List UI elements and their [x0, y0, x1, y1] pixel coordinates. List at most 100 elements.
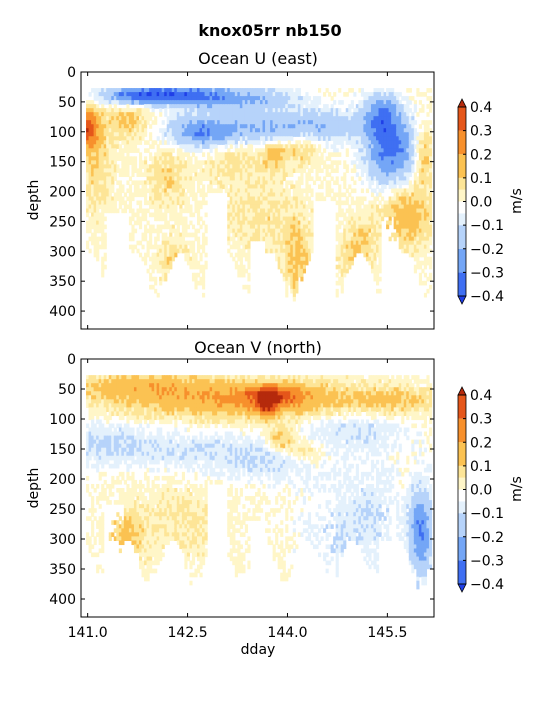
heatmap-cell [401, 132, 405, 137]
heatmap-cell [108, 128, 112, 133]
heatmap-cell [302, 236, 307, 242]
heatmap-cell [88, 375, 92, 380]
heatmap-cell [239, 216, 243, 222]
heatmap-cell [217, 156, 221, 161]
heatmap-cell [108, 120, 112, 125]
heatmap-cell [164, 180, 168, 186]
heatmap-cell [247, 272, 251, 278]
heatmap-cell [426, 188, 430, 194]
heatmap-cell [91, 160, 95, 165]
heatmap-cell [383, 200, 387, 206]
heatmap-cell [91, 124, 95, 129]
colorbar-tick-label: −0.2 [470, 242, 504, 258]
heatmap-cell [154, 276, 158, 282]
heatmap-cell [121, 124, 125, 129]
heatmap-cell [323, 112, 327, 117]
heatmap-cell [96, 415, 100, 421]
heatmap-cell [267, 232, 271, 238]
heatmap-cell [209, 168, 213, 173]
heatmap-cell [315, 104, 319, 109]
heatmap-cell [421, 200, 425, 206]
heatmap-cell [333, 148, 337, 153]
heatmap-cell [239, 252, 243, 258]
heatmap-cell [421, 204, 425, 210]
heatmap-cell [408, 204, 412, 210]
heatmap-cell [401, 216, 405, 222]
heatmap-cell [219, 136, 223, 141]
heatmap-cell [131, 112, 135, 117]
heatmap-cell [376, 108, 380, 113]
heatmap-cell [239, 88, 243, 93]
heatmap-cell [378, 136, 382, 141]
heatmap-cell [426, 104, 430, 109]
heatmap-cell [214, 96, 218, 101]
heatmap-cell [416, 196, 420, 202]
heatmap-cell [229, 212, 233, 218]
heatmap-cell [199, 96, 203, 101]
heatmap-cell [335, 180, 339, 186]
heatmap-cell [403, 104, 407, 109]
heatmap-cell [403, 204, 407, 210]
heatmap-cell [91, 379, 95, 384]
heatmap-cell [227, 192, 231, 198]
heatmap-cell [365, 128, 370, 133]
heatmap-cell [136, 240, 140, 246]
heatmap-cell [300, 228, 304, 234]
heatmap-cell [406, 148, 410, 153]
heatmap-cell [282, 120, 286, 125]
heatmap-cell [265, 100, 269, 105]
heatmap-cell [207, 152, 211, 157]
heatmap-cell [234, 172, 238, 178]
heatmap-cell [275, 252, 279, 258]
heatmap-cell [406, 208, 410, 214]
heatmap-cell [383, 104, 387, 109]
heatmap-cell [234, 180, 238, 186]
heatmap-cell [398, 116, 402, 121]
heatmap-cell [96, 447, 100, 453]
heatmap-cell [403, 108, 407, 113]
heatmap-cell [285, 208, 289, 214]
heatmap-cell [398, 180, 402, 186]
heatmap-cell [244, 240, 249, 246]
heatmap-cell [219, 140, 223, 145]
heatmap-cell [345, 236, 349, 242]
heatmap-cell [315, 112, 319, 117]
heatmap-cell [113, 160, 117, 165]
heatmap-cell [272, 124, 276, 129]
heatmap-cell [335, 216, 339, 222]
heatmap-cell [338, 208, 342, 214]
heatmap-cell [101, 212, 105, 218]
heatmap-cell [282, 92, 286, 97]
heatmap-cell [252, 192, 256, 198]
heatmap-cell [353, 120, 357, 125]
heatmap-cell [93, 172, 97, 178]
heatmap-cell [151, 88, 155, 93]
heatmap-cell [196, 124, 201, 129]
heatmap-cell [237, 192, 241, 198]
heatmap-cell [297, 144, 301, 149]
heatmap-cell [421, 216, 425, 222]
heatmap-cell [393, 128, 397, 133]
heatmap-cell [86, 375, 90, 380]
heatmap-cell [297, 116, 301, 121]
heatmap-cell [86, 164, 90, 169]
heatmap-cell [292, 184, 296, 190]
heatmap-cell [108, 92, 112, 97]
heatmap-cell [272, 88, 276, 93]
heatmap-cell [96, 112, 100, 117]
heatmap-cell [86, 140, 90, 145]
heatmap-cell [93, 116, 97, 121]
heatmap-cell [411, 200, 415, 206]
heatmap-cell [262, 224, 266, 230]
heatmap-cell [340, 236, 344, 242]
heatmap-cell [93, 156, 97, 161]
heatmap-cell [242, 92, 246, 97]
heatmap-cell [398, 160, 402, 165]
heatmap-cell [388, 180, 392, 186]
heatmap-cell [138, 208, 143, 214]
heatmap-cell [260, 152, 264, 157]
heatmap-cell [191, 232, 196, 238]
heatmap-cell [307, 136, 312, 141]
heatmap-cell [141, 212, 145, 218]
heatmap-cell [270, 232, 274, 238]
